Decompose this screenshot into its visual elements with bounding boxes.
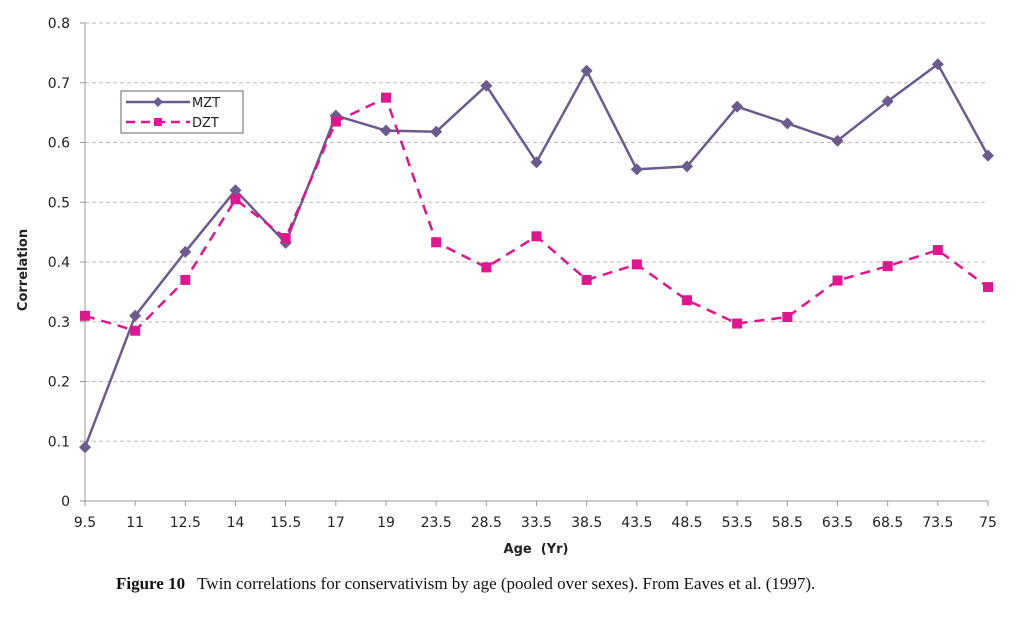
figure-caption: Figure 10 Twin correlations for conservat…	[116, 573, 916, 595]
legend-dzt-label: DZT	[192, 116, 219, 131]
data-point-dzt	[280, 233, 291, 244]
x-tick-label: 9.5	[74, 515, 96, 531]
y-tick-label: 0.8	[48, 16, 70, 32]
x-tick-label: 11	[126, 515, 144, 531]
x-tick-label: 68.5	[872, 515, 903, 531]
data-point-dzt	[230, 194, 241, 205]
y-tick-label: 0.1	[48, 434, 70, 450]
data-point-dzt	[381, 92, 391, 103]
data-point-mzt	[229, 184, 242, 197]
x-tick-label: 43.5	[621, 515, 652, 531]
x-tick-label: 58.5	[772, 515, 803, 531]
legend-mzt-marker	[153, 97, 163, 107]
legend-mzt-label: MZT	[192, 96, 220, 111]
data-point-dzt	[80, 310, 90, 321]
x-tick-label: 12.5	[170, 515, 201, 531]
y-tick-label: 0.5	[48, 195, 70, 211]
y-tick-label: 0.7	[48, 76, 70, 92]
x-tick-label: 75	[979, 515, 997, 531]
legend-box	[120, 90, 244, 134]
x-tick-label: 53.5	[722, 515, 753, 531]
y-tick-label: 0.3	[48, 315, 70, 331]
data-point-mzt	[982, 149, 994, 162]
caption-label: Figure 10	[116, 574, 186, 593]
data-point-mzt	[380, 124, 392, 137]
line-chart: 0 0.1 0.2 0.3 0.4 0.5 0.6 0.7 0.8 9.5 11 12.5 14 15.…	[16, 16, 997, 557]
caption-text: Twin correlations for conservativism by …	[197, 574, 816, 593]
data-point-mzt	[480, 79, 493, 92]
x-tick-label: 14	[227, 515, 245, 531]
x-tick-label: 28.5	[471, 515, 502, 531]
data-point-mzt	[530, 156, 543, 169]
x-tick-label: 48.5	[671, 515, 702, 531]
y-tick-label: 0	[61, 494, 70, 510]
legend-dzt-marker	[154, 118, 162, 126]
data-point-dzt	[481, 262, 492, 273]
data-point-dzt	[581, 274, 592, 285]
x-tick-label: 19	[377, 515, 395, 531]
x-tick-label: 63.5	[822, 515, 853, 531]
data-point-dzt	[832, 275, 843, 286]
x-tick-label: 17	[327, 515, 345, 531]
data-point-dzt	[180, 274, 191, 285]
series-group	[79, 58, 994, 454]
data-point-dzt	[130, 325, 141, 336]
data-point-dzt	[531, 231, 542, 242]
data-point-dzt	[431, 237, 442, 248]
data-point-mzt	[931, 58, 944, 71]
y-tick-label: 0.4	[48, 255, 70, 271]
x-tick-label: 23.5	[421, 515, 452, 531]
data-point-dzt	[330, 116, 341, 127]
x-axis-ticks: 9.5 11 12.5 14 15.5 17 19 23.5 28.5 33.5 38.5 43.5 4…	[74, 501, 997, 531]
data-point-mzt	[881, 95, 894, 108]
x-tick-label: 38.5	[571, 515, 602, 531]
x-axis-title: Age (Yr)	[504, 542, 569, 557]
data-point-mzt	[731, 100, 744, 113]
y-axis-title: Correlation	[16, 229, 31, 311]
y-tick-label: 0.6	[48, 136, 70, 152]
data-point-dzt	[983, 282, 993, 293]
x-tick-label: 33.5	[521, 515, 552, 531]
data-point-mzt	[681, 160, 693, 173]
x-tick-label: 73.5	[922, 515, 953, 531]
data-point-dzt	[932, 245, 943, 256]
data-point-dzt	[631, 259, 642, 270]
y-tick-label: 0.2	[48, 375, 70, 391]
data-point-mzt	[781, 117, 794, 130]
legend: MZT DZT	[120, 90, 244, 134]
data-point-mzt	[179, 245, 192, 258]
data-point-dzt	[682, 295, 692, 306]
data-point-mzt	[79, 441, 91, 454]
data-point-dzt	[782, 311, 793, 322]
data-point-mzt	[831, 134, 844, 147]
x-tick-label: 15.5	[270, 515, 301, 531]
y-axis-ticks: 0 0.1 0.2 0.3 0.4 0.5 0.6 0.7 0.8	[48, 16, 85, 510]
data-point-dzt	[882, 261, 893, 272]
data-point-mzt	[129, 309, 142, 322]
data-point-dzt	[732, 318, 743, 329]
data-point-mzt	[580, 64, 593, 77]
data-point-mzt	[430, 125, 443, 138]
data-point-mzt	[630, 163, 643, 176]
